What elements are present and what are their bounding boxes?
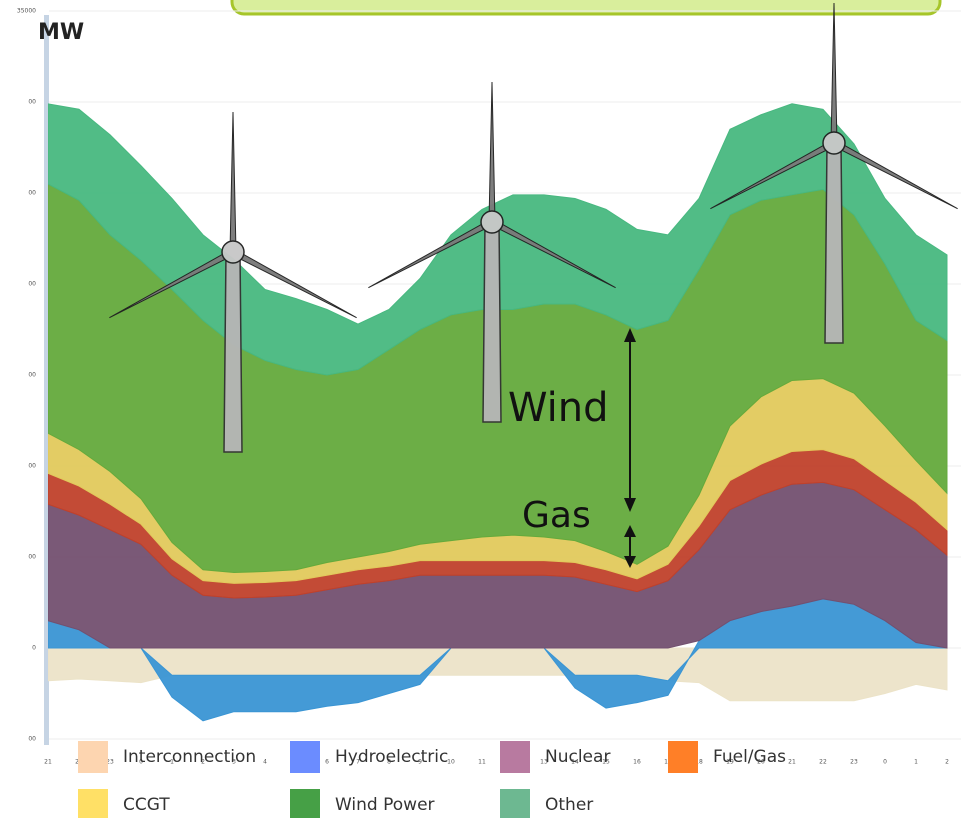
y-tick-label: 00 bbox=[28, 190, 36, 197]
annotation: Wind bbox=[508, 385, 609, 431]
legend-swatch bbox=[78, 789, 108, 818]
arrows bbox=[624, 328, 636, 568]
x-tick-label: 1 bbox=[914, 759, 918, 766]
x-tick-label: 19 bbox=[726, 759, 734, 766]
x-tick-label: 11 bbox=[478, 759, 486, 766]
x-tick-label: 23 bbox=[850, 759, 858, 766]
x-tick-label: 9 bbox=[418, 759, 422, 766]
y-tick-label: 00 bbox=[28, 463, 36, 470]
x-tick-label: 8 bbox=[387, 759, 391, 766]
x-tick-label: 2 bbox=[201, 759, 205, 766]
x-tick-label: 13 bbox=[540, 759, 548, 766]
header-banner bbox=[230, 0, 942, 16]
x-tick-label: 3 bbox=[232, 759, 236, 766]
x-tick-label: 14 bbox=[571, 759, 579, 766]
y-tick-label: 00 bbox=[28, 554, 36, 561]
legend: Interconnection Hydroelectric Nuclear Fuel/… bbox=[78, 741, 786, 818]
y-tick-label: 00 bbox=[28, 99, 36, 106]
y-axis bbox=[44, 15, 49, 745]
x-tick-label: 2 bbox=[945, 759, 949, 766]
y-tick-label: 35000 bbox=[17, 8, 36, 15]
x-tick-label: 6 bbox=[325, 759, 329, 766]
legend-label: Fuel/Gas bbox=[713, 747, 786, 767]
y-tick-label: 00 bbox=[28, 372, 36, 379]
y-axis-label: MW bbox=[38, 20, 84, 45]
legend-label: Wind Power bbox=[335, 795, 435, 815]
x-tick-label: 23 bbox=[106, 759, 114, 766]
x-tick-label: 10 bbox=[447, 759, 455, 766]
x-tick-label: 4 bbox=[263, 759, 267, 766]
x-tick-label: 0 bbox=[883, 759, 887, 766]
legend-swatch bbox=[290, 789, 320, 818]
x-tick-label: 15 bbox=[602, 759, 610, 766]
x-tick-label: 16 bbox=[633, 759, 641, 766]
legend-swatch bbox=[500, 789, 530, 818]
annotation: Gas bbox=[522, 495, 591, 536]
area bbox=[48, 598, 948, 722]
legend-label: Interconnection bbox=[123, 747, 256, 767]
x-tick-label: 21 bbox=[44, 759, 52, 766]
x-tick-label: 20 bbox=[757, 759, 765, 766]
x-tick-label: 22 bbox=[819, 759, 827, 766]
x-tick-label: 18 bbox=[695, 759, 703, 766]
legend-label: CCGT bbox=[123, 795, 170, 815]
x-tick-label: 7 bbox=[356, 759, 360, 766]
y-tick-label: 00 bbox=[28, 736, 36, 743]
x-tick-label: 0 bbox=[139, 759, 143, 766]
legend-label: Nuclear bbox=[545, 747, 610, 767]
x-tick-label: 1 bbox=[170, 759, 174, 766]
y-tick-label: 00 bbox=[28, 281, 36, 288]
legend-swatch bbox=[500, 741, 530, 773]
legend-swatch bbox=[290, 741, 320, 773]
legend-swatch bbox=[78, 741, 108, 773]
legend-swatch bbox=[668, 741, 698, 773]
x-tick-label: 21 bbox=[788, 759, 796, 766]
y-tick-label: 0 bbox=[32, 645, 36, 652]
legend-label: Hydroelectric bbox=[335, 747, 448, 767]
legend-label: Other bbox=[545, 795, 593, 815]
